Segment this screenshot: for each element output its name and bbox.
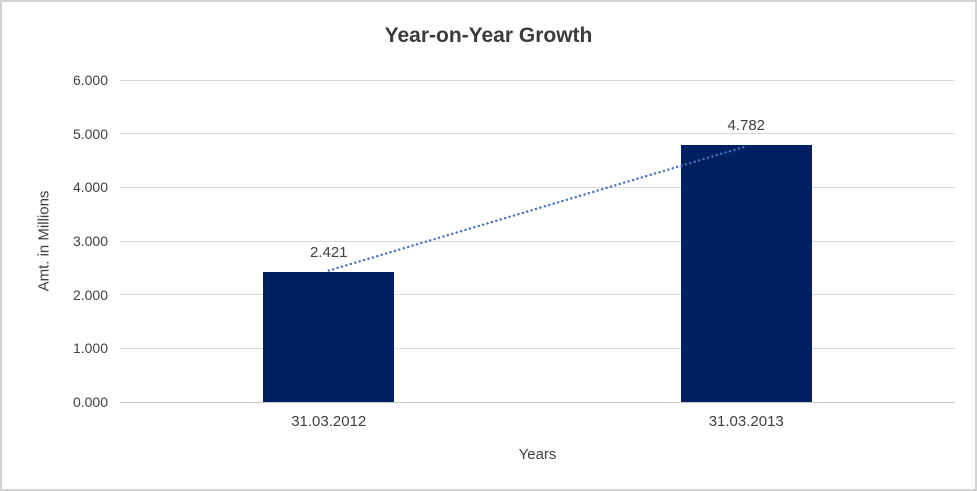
x-axis-line — [120, 401, 955, 403]
chart-title: Year-on-Year Growth — [384, 24, 593, 47]
bar-31.03.2012 — [263, 272, 395, 402]
y-tick-label: 6.000 — [72, 72, 108, 88]
x-axis-title: Years — [518, 446, 557, 463]
bar-value-label: 4.782 — [727, 117, 766, 135]
y-tick-label: 2.000 — [72, 286, 108, 303]
gridline — [120, 294, 955, 296]
bar-31.03.2013 — [680, 145, 812, 402]
y-tick-label: 3.000 — [72, 233, 108, 249]
x-category-label: 31.03.2012 — [291, 413, 367, 430]
y-tick-label: 0.000 — [72, 394, 108, 410]
y-tick-label: 4.000 — [72, 179, 108, 196]
y-tick-label: 1.000 — [72, 340, 108, 357]
gridline — [120, 347, 955, 349]
y-tick-label: 5.000 — [72, 125, 108, 142]
gridline — [120, 240, 955, 242]
x-category-label: 31.03.2013 — [708, 413, 784, 430]
gridline — [120, 133, 955, 135]
bar-value-label: 2.421 — [309, 244, 348, 262]
trendline — [327, 145, 748, 272]
gridline — [120, 186, 955, 188]
plot-area: 2.421 4.782 — [120, 79, 955, 403]
gridline — [120, 79, 955, 81]
